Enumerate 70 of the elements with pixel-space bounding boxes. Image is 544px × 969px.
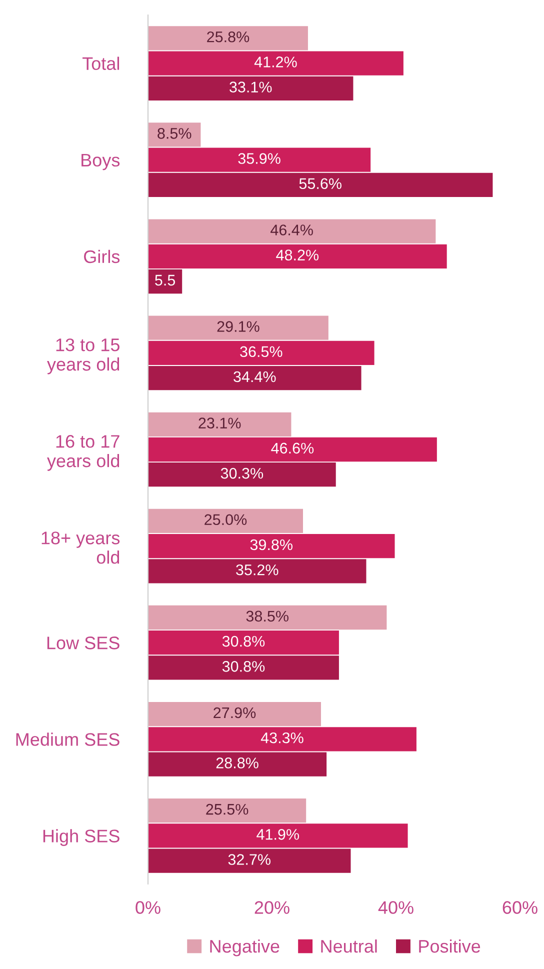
data-label: 34.4% — [234, 371, 276, 382]
legend-label: Positive — [419, 939, 480, 953]
data-label: 28.8% — [216, 758, 258, 768]
bar — [148, 656, 339, 680]
data-label: 39.8% — [250, 539, 292, 550]
data-label: 55.6% — [299, 178, 342, 190]
bar — [148, 51, 404, 76]
y-tick-label: Boys — [82, 154, 120, 170]
bar — [148, 605, 387, 630]
bar — [148, 630, 339, 655]
data-label: 35.2% — [236, 564, 278, 576]
y-tick-label: 18+ years old — [42, 532, 120, 564]
bar — [148, 534, 395, 558]
bar — [148, 508, 303, 534]
bar — [148, 848, 351, 873]
data-label: 23.1% — [198, 418, 241, 428]
data-label: 30.8% — [222, 636, 265, 647]
bar — [148, 172, 493, 198]
bar — [148, 798, 306, 823]
data-label: 27.9% — [214, 707, 256, 718]
bar — [148, 559, 366, 584]
data-label: 41.2% — [254, 56, 297, 68]
data-label: 30.8% — [222, 661, 265, 672]
bar — [148, 148, 371, 172]
bar — [148, 437, 437, 462]
data-label: 32.7% — [228, 854, 270, 865]
data-label: 25.5% — [206, 804, 248, 815]
bar — [148, 752, 327, 776]
data-label: 41.9% — [256, 829, 300, 840]
data-label: 36.5% — [240, 346, 282, 358]
data-label: 46.4% — [270, 224, 313, 236]
bar — [148, 219, 436, 244]
bar — [148, 702, 321, 726]
y-tick-label: 16 to 17 years old — [47, 435, 120, 471]
x-tick-label: 60% — [502, 901, 538, 914]
data-label: 25.0% — [204, 514, 247, 526]
legend-label: Negative — [210, 939, 280, 956]
y-tick-label: Medium SES — [16, 732, 120, 746]
data-label: 35.9% — [238, 153, 280, 164]
bar — [148, 727, 416, 752]
legend-label: Neutral — [321, 939, 377, 953]
bar — [148, 76, 354, 100]
bar — [148, 824, 408, 848]
y-tick-label: Total — [82, 56, 120, 70]
data-label: 8.5% — [158, 128, 192, 139]
data-label: 30.3% — [220, 468, 264, 479]
y-tick-label: 13 to 15 years old — [47, 338, 120, 374]
bar — [148, 412, 292, 436]
x-tick-label: 40% — [378, 901, 414, 914]
data-label: 38.5% — [246, 610, 288, 622]
data-label: 5.5 — [155, 274, 176, 286]
bar — [148, 26, 308, 50]
data-label: 25.8% — [207, 31, 250, 42]
y-tick-label: High SES — [43, 829, 120, 846]
x-tick-label: 0% — [136, 901, 160, 914]
data-label: 46.6% — [271, 442, 314, 454]
bar — [148, 244, 447, 268]
bar — [148, 340, 374, 366]
data-label: 33.1% — [230, 82, 272, 92]
bar — [148, 366, 362, 390]
data-label: 43.3% — [260, 732, 304, 744]
y-tick-label: Girls — [84, 250, 120, 264]
x-tick-label: 20% — [254, 901, 290, 914]
data-label: 48.2% — [276, 250, 319, 260]
bar — [148, 269, 182, 294]
bar — [148, 462, 336, 487]
bar — [148, 316, 328, 340]
data-label: 29.1% — [217, 321, 260, 332]
bar — [148, 122, 201, 147]
y-tick-label: Low SES — [47, 636, 120, 650]
